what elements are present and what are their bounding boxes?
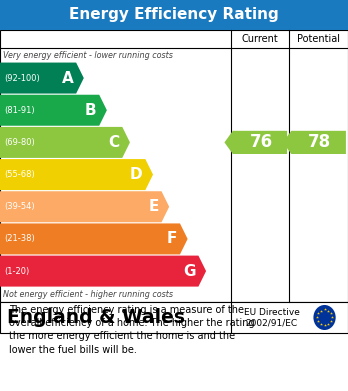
Text: Very energy efficient - lower running costs: Very energy efficient - lower running co… [3, 51, 173, 60]
Polygon shape [0, 95, 107, 126]
Polygon shape [0, 256, 206, 287]
Text: F: F [167, 231, 177, 246]
Text: E: E [148, 199, 159, 214]
Text: Not energy efficient - higher running costs: Not energy efficient - higher running co… [3, 290, 174, 300]
Text: B: B [85, 103, 96, 118]
Text: (21-38): (21-38) [4, 235, 35, 244]
Polygon shape [283, 131, 346, 154]
Text: (55-68): (55-68) [4, 170, 35, 179]
Text: Energy Efficiency Rating: Energy Efficiency Rating [69, 7, 279, 22]
Text: 76: 76 [250, 133, 273, 151]
Bar [0, 302, 348, 333]
Text: (1-20): (1-20) [4, 267, 30, 276]
Text: (81-91): (81-91) [4, 106, 35, 115]
Text: 78: 78 [308, 133, 331, 151]
Text: (92-100): (92-100) [4, 74, 40, 83]
Text: Potential: Potential [297, 34, 340, 44]
Polygon shape [0, 191, 169, 222]
Text: C: C [108, 135, 119, 150]
Polygon shape [0, 223, 188, 255]
Text: (69-80): (69-80) [4, 138, 35, 147]
Polygon shape [0, 63, 84, 93]
Text: Current: Current [242, 34, 278, 44]
Text: EU Directive
2002/91/EC: EU Directive 2002/91/EC [244, 308, 300, 327]
Bar [0, 30, 348, 302]
Text: (39-54): (39-54) [4, 202, 35, 211]
Polygon shape [0, 159, 153, 190]
Text: G: G [183, 264, 196, 279]
Bar [0, 0, 348, 30]
Circle shape [314, 305, 336, 330]
Text: England & Wales: England & Wales [7, 308, 185, 327]
Text: A: A [62, 70, 73, 86]
Text: D: D [130, 167, 143, 182]
Polygon shape [224, 131, 287, 154]
Text: The energy efficiency rating is a measure of the
overall efficiency of a home. T: The energy efficiency rating is a measur… [9, 305, 254, 355]
Polygon shape [0, 127, 130, 158]
